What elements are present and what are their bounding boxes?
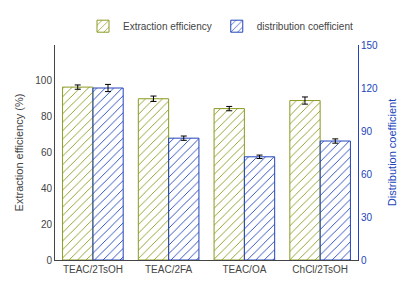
svg-text:60: 60 — [41, 147, 53, 158]
svg-text:100: 100 — [35, 75, 52, 86]
svg-text:0: 0 — [361, 255, 367, 266]
svg-text:30: 30 — [361, 212, 373, 223]
svg-text:ChCl/2TsOH: ChCl/2TsOH — [292, 264, 348, 275]
svg-text:TEAC/2TsOH: TEAC/2TsOH — [63, 264, 123, 275]
svg-text:150: 150 — [361, 40, 378, 51]
svg-text:40: 40 — [41, 183, 53, 194]
svg-text:80: 80 — [41, 111, 53, 122]
svg-text:distribution coefficient: distribution coefficient — [257, 21, 353, 32]
svg-text:90: 90 — [361, 126, 373, 137]
svg-text:120: 120 — [361, 83, 378, 94]
svg-text:20: 20 — [41, 219, 53, 230]
svg-text:Extraction efficiency (%): Extraction efficiency (%) — [13, 94, 25, 212]
svg-text:60: 60 — [361, 169, 373, 180]
svg-text:Extraction efficiency: Extraction efficiency — [123, 21, 212, 32]
svg-text:Distribution coefficient: Distribution coefficient — [386, 99, 398, 206]
svg-text:TEAC/OA: TEAC/OA — [222, 264, 266, 275]
svg-text:TEAC/2FA: TEAC/2FA — [145, 264, 193, 275]
svg-text:0: 0 — [46, 255, 52, 266]
